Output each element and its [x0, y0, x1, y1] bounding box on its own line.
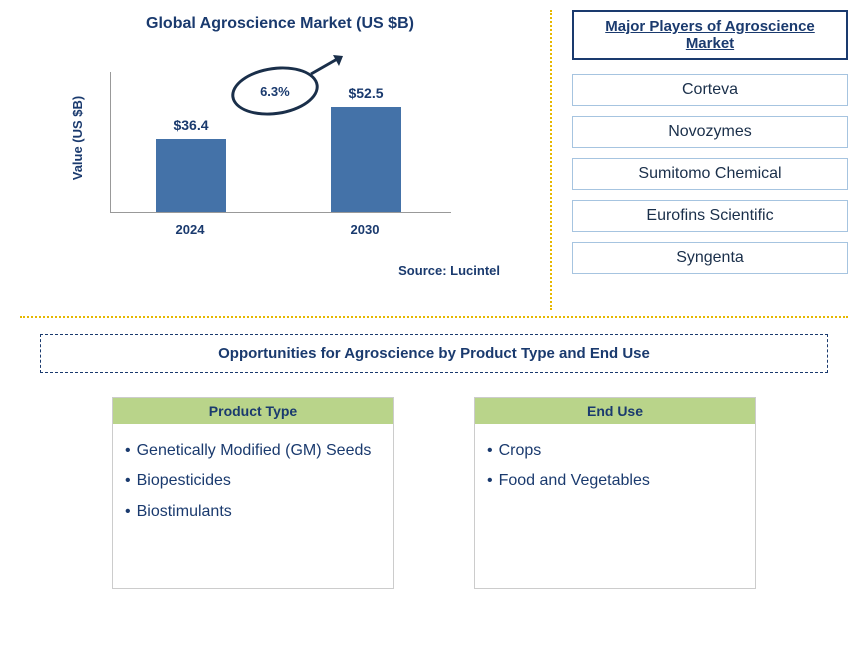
- list-item-text: Genetically Modified (GM) Seeds: [137, 436, 372, 466]
- product-type-box: Product Type •Genetically Modified (GM) …: [112, 397, 394, 589]
- x-label-2024: 2024: [155, 222, 225, 237]
- chart-title: Global Agroscience Market (US $B): [20, 15, 540, 33]
- bar-2030-value: $52.5: [331, 85, 401, 101]
- players-title: Major Players of Agroscience Market: [572, 10, 848, 60]
- bar-2024-value: $36.4: [156, 117, 226, 133]
- opportunities-title-box: Opportunities for Agroscience by Product…: [40, 334, 828, 373]
- chart-source: Source: Lucintel: [20, 263, 500, 278]
- x-label-2030: 2030: [330, 222, 400, 237]
- opportunities-columns: Product Type •Genetically Modified (GM) …: [20, 397, 848, 589]
- list-item: •Genetically Modified (GM) Seeds: [125, 436, 377, 466]
- player-item: Corteva: [572, 74, 848, 106]
- top-row: Global Agroscience Market (US $B) Value …: [20, 10, 848, 310]
- chart-axes: $36.4 $52.5 6.3%: [110, 72, 451, 213]
- bar-chart: Value (US $B) $36.4 $52.5 6.3%: [110, 43, 470, 233]
- page-container: Global Agroscience Market (US $B) Value …: [0, 0, 868, 663]
- cagr-value: 6.3%: [260, 84, 290, 99]
- bar-2024: $36.4: [156, 139, 226, 212]
- list-item-text: Food and Vegetables: [499, 466, 650, 496]
- growth-arrow-icon: [309, 52, 351, 80]
- player-item: Novozymes: [572, 116, 848, 148]
- list-item: •Biopesticides: [125, 466, 377, 496]
- player-item: Eurofins Scientific: [572, 200, 848, 232]
- players-panel: Major Players of Agroscience Market Cort…: [552, 10, 848, 310]
- chart-area: Global Agroscience Market (US $B) Value …: [20, 10, 552, 310]
- y-axis-label: Value (US $B): [70, 96, 85, 181]
- cagr-ellipse: 6.3%: [228, 61, 322, 121]
- list-item-text: Crops: [499, 436, 542, 466]
- list-item-text: Biopesticides: [137, 466, 231, 496]
- list-item: •Crops: [487, 436, 739, 466]
- player-item: Sumitomo Chemical: [572, 158, 848, 190]
- product-type-body: •Genetically Modified (GM) Seeds •Biopes…: [113, 424, 393, 539]
- list-item-text: Biostimulants: [137, 497, 232, 527]
- list-item: •Biostimulants: [125, 497, 377, 527]
- bar-2030: $52.5: [331, 107, 401, 212]
- horizontal-divider: [20, 316, 848, 318]
- end-use-header: End Use: [475, 398, 755, 424]
- end-use-body: •Crops •Food and Vegetables: [475, 424, 755, 509]
- product-type-header: Product Type: [113, 398, 393, 424]
- player-item: Syngenta: [572, 242, 848, 274]
- end-use-box: End Use •Crops •Food and Vegetables: [474, 397, 756, 589]
- list-item: •Food and Vegetables: [487, 466, 739, 496]
